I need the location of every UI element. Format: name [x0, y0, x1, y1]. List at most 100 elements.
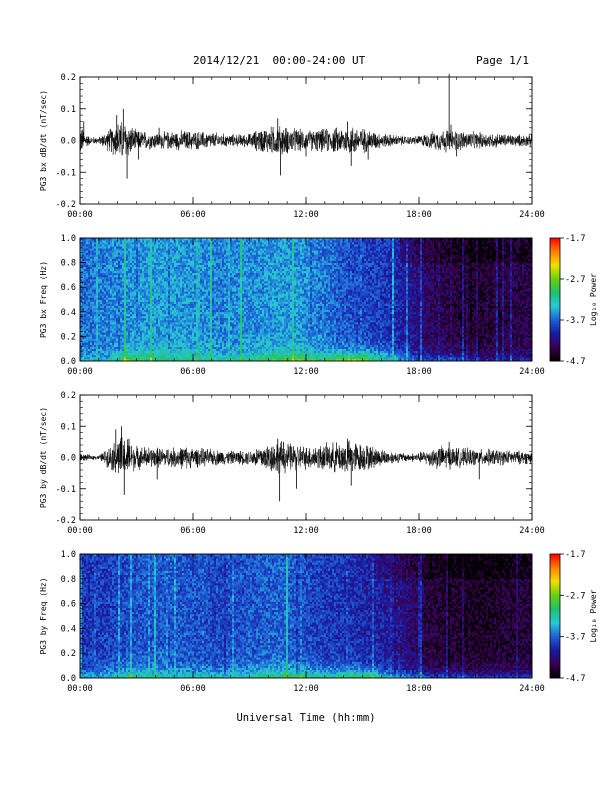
- spectrogram-cell: [100, 330, 102, 332]
- spectrogram-cell: [132, 345, 134, 347]
- spectrogram-cell: [118, 256, 120, 258]
- spectrogram-cell: [96, 306, 98, 308]
- spectrogram-cell: [88, 343, 90, 345]
- spectrogram-cell: [122, 312, 124, 314]
- spectrogram-cell: [82, 271, 84, 273]
- spectrogram-cell: [92, 318, 94, 320]
- spectrogram-cell: [152, 320, 154, 322]
- spectrogram-cell: [88, 334, 90, 336]
- spectrogram-cell: [116, 322, 118, 324]
- spectrogram-cell: [124, 242, 126, 244]
- x-tick-label: 06:00: [180, 210, 206, 220]
- spectrogram-cell: [138, 283, 140, 285]
- spectrogram-cell: [114, 332, 116, 334]
- spectrogram-cell: [128, 306, 130, 308]
- spectrogram-cell: [90, 300, 92, 302]
- spectrogram-cell: [114, 351, 116, 353]
- spectrogram-cell: [114, 261, 116, 263]
- spectrogram-cell: [104, 295, 106, 297]
- spectrogram-cell: [122, 252, 124, 254]
- spectrogram-cell: [90, 291, 92, 293]
- spectrogram-cell: [124, 306, 126, 308]
- spectrogram-cell: [154, 343, 156, 345]
- spectrogram-cell: [122, 338, 124, 340]
- spectrogram-cell: [122, 351, 124, 353]
- spectrogram-cell: [104, 275, 106, 277]
- spectrogram-cell: [102, 267, 104, 269]
- spectrogram-cell: [102, 322, 104, 324]
- spectrogram-cell: [122, 357, 124, 359]
- spectrogram-cell: [82, 338, 84, 340]
- spectrogram-cell: [92, 285, 94, 287]
- spectrogram-cell: [104, 320, 106, 322]
- spectrogram-cell: [132, 271, 134, 273]
- spectrogram-cell: [120, 277, 122, 279]
- spectrogram-cell: [148, 291, 150, 293]
- spectrogram-cell: [88, 328, 90, 330]
- spectrogram-cell: [98, 263, 100, 265]
- spectrogram-cell: [146, 328, 148, 330]
- spectrogram-cell: [112, 265, 114, 267]
- spectrogram-cell: [150, 246, 152, 248]
- spectrogram-cell: [92, 281, 94, 283]
- spectrogram-cell: [122, 355, 124, 357]
- spectrogram-cell: [136, 355, 138, 357]
- spectrogram-cell: [150, 263, 152, 265]
- spectrogram-cell: [128, 240, 130, 242]
- spectrogram-cell: [96, 334, 98, 336]
- spectrogram-cell: [108, 267, 110, 269]
- spectrogram-cell: [124, 316, 126, 318]
- spectrogram-cell: [86, 295, 88, 297]
- spectrogram-cell: [142, 308, 144, 310]
- spectrogram-cell: [112, 330, 114, 332]
- spectrogram-cell: [130, 326, 132, 328]
- spectrogram-cell: [140, 240, 142, 242]
- spectrogram-cell: [108, 254, 110, 256]
- spectrogram-cell: [122, 334, 124, 336]
- spectrogram-cell: [94, 357, 96, 359]
- spectrogram-cell: [154, 328, 156, 330]
- spectrogram-cell: [148, 269, 150, 271]
- spectrogram-cell: [88, 252, 90, 254]
- spectrogram-cell: [112, 267, 114, 269]
- spectrogram-cell: [154, 345, 156, 347]
- spectrogram-cell: [146, 271, 148, 273]
- spectrogram-cell: [110, 306, 112, 308]
- spectrogram-cell: [126, 271, 128, 273]
- spectrogram-cell: [102, 312, 104, 314]
- spectrogram-cell: [82, 328, 84, 330]
- spectrogram-cell: [112, 291, 114, 293]
- spectrogram-cell: [106, 254, 108, 256]
- spectrogram-cell: [110, 338, 112, 340]
- spectrogram-cell: [96, 353, 98, 355]
- spectrogram-cell: [124, 295, 126, 297]
- spectrogram-cell: [106, 291, 108, 293]
- spectrogram-cell: [82, 322, 84, 324]
- spectrogram-cell: [86, 314, 88, 316]
- spectrogram-cell: [146, 302, 148, 304]
- spectrogram-cell: [130, 343, 132, 345]
- spectrogram-cell: [134, 289, 136, 291]
- spectrogram-cell: [90, 324, 92, 326]
- spectrogram-cell: [88, 355, 90, 357]
- spectrogram-cell: [144, 263, 146, 265]
- spectrogram-cell: [88, 320, 90, 322]
- spectrogram-cell: [118, 240, 120, 242]
- spectrogram-cell: [112, 304, 114, 306]
- spectrogram-cell: [100, 273, 102, 275]
- spectrogram-cell: [128, 318, 130, 320]
- spectrogram-cell: [128, 254, 130, 256]
- spectrogram-cell: [134, 287, 136, 289]
- spectrogram-cell: [122, 328, 124, 330]
- spectrogram-cell: [130, 338, 132, 340]
- spectrogram-cell: [84, 330, 86, 332]
- spectrogram-cell: [134, 336, 136, 338]
- spectrogram-cell: [134, 357, 136, 359]
- spectrogram-cell: [120, 300, 122, 302]
- spectrogram-cell: [108, 343, 110, 345]
- spectrogram-cell: [134, 351, 136, 353]
- spectrogram-cell: [140, 314, 142, 316]
- spectrogram-cell: [154, 334, 156, 336]
- spectrogram-cell: [98, 271, 100, 273]
- spectrogram-cell: [134, 248, 136, 250]
